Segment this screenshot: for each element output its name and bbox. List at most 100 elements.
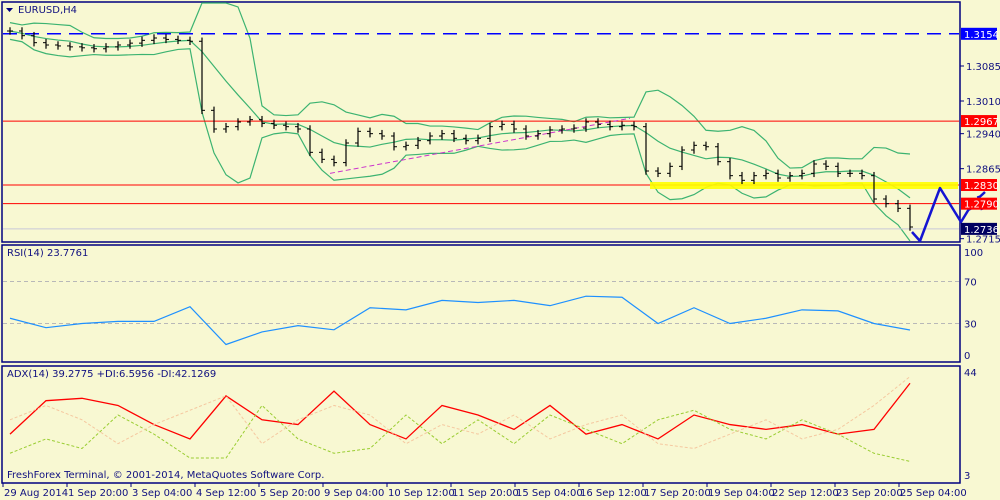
adx-pane[interactable] [1, 365, 961, 484]
ohlc-bar [619, 121, 625, 131]
price-level-tag [961, 27, 997, 40]
ohlc-bar [55, 41, 61, 50]
ohlc-bar [379, 129, 385, 140]
time-tick-label: 23 Sep 20:00 [836, 488, 903, 499]
lower-band [9, 38, 911, 242]
ohlc-bar [739, 171, 745, 185]
time-tick-label: 1 Sep 20:00 [68, 488, 128, 499]
series-di-line [9, 376, 911, 449]
support-zone-highlight [650, 182, 958, 189]
price-tick-label: 1.3010 [966, 97, 1000, 108]
price-level-tag [961, 115, 997, 128]
ohlc-bar [907, 204, 913, 231]
trendline [329, 117, 631, 174]
ohlc-bar [475, 134, 481, 145]
middle-band [9, 30, 911, 199]
ohlc-bar [67, 42, 73, 51]
price-tick-label: 1.2940 [966, 130, 1000, 141]
ohlc-bar [451, 129, 457, 143]
ohlc-bar [19, 27, 25, 40]
ohlc-bar [355, 127, 361, 147]
ohlc-bar [235, 118, 241, 131]
ohlc-bar [607, 120, 613, 131]
ohlc-bar [439, 129, 445, 140]
ohlc-bar [703, 141, 709, 151]
ohlc-bar [91, 44, 97, 53]
current-price-tag [961, 222, 997, 235]
price-level-tag [961, 197, 997, 210]
price-tick-label: 1.2865 [966, 165, 1000, 176]
ohlc-bar [571, 124, 577, 133]
price-tick-label: 1.2715 [966, 235, 1000, 246]
ohlc-bar [199, 37, 205, 115]
ohlc-bar [835, 162, 841, 178]
rsi-tick-label: 0 [964, 351, 970, 362]
ohlc-bar [463, 134, 469, 145]
ohlc-bar [727, 157, 733, 180]
ohlc-bar [331, 155, 337, 167]
ohlc-bar [523, 125, 529, 140]
rsi-title: RSI(14) 23.7761 [7, 248, 88, 259]
ohlc-bar [283, 121, 289, 131]
ohlc-bar [319, 148, 325, 164]
ohlc-bar [499, 120, 505, 131]
price-level-tag [961, 179, 997, 191]
ohlc-bar [667, 162, 673, 178]
price-level-label: 1.2790 [964, 200, 999, 211]
ohlc-bar [259, 115, 265, 128]
ohlc-bar [151, 34, 157, 45]
chart-title: EURUSD,H4 [18, 5, 77, 16]
ohlc-bar [427, 132, 433, 145]
ohlc-bar [547, 126, 553, 138]
time-tick-label: 19 Sep 04:00 [708, 488, 775, 499]
main-pane[interactable] [1, 1, 961, 243]
ohlc-bar [7, 27, 13, 35]
price-level-label: 1.3154 [964, 30, 999, 41]
rsi-line [9, 295, 911, 346]
ohlc-bar [895, 199, 901, 213]
ohlc-bar [715, 143, 721, 166]
ohlc-bar [883, 195, 889, 208]
time-tick-label: 9 Sep 04:00 [324, 488, 384, 499]
ohlc-bar [679, 146, 685, 171]
ohlc-bar [511, 120, 517, 133]
ohlc-bar [691, 141, 697, 154]
ohlc-bar [139, 36, 145, 47]
ohlc-bar [799, 169, 805, 180]
ohlc-bar [631, 121, 637, 131]
adx-tick-label: 3 [964, 471, 970, 482]
ohlc-bar [535, 129, 541, 140]
current-price-label: 1.2736 [964, 225, 999, 236]
series-adx-line [9, 382, 911, 440]
ohlc-bar [775, 169, 781, 182]
ohlc-bar [751, 171, 757, 185]
ohlc-bar [871, 171, 877, 203]
ohlc-bar [127, 39, 133, 49]
ohlc-bar [307, 125, 313, 157]
price-level-label: 1.2830 [964, 181, 999, 192]
price-level-label: 1.2967 [964, 117, 999, 128]
time-tick-label: 16 Sep 12:00 [580, 488, 647, 499]
ohlc-bar [79, 43, 85, 52]
ohlc-bar [103, 43, 109, 53]
ohlc-bar [391, 132, 397, 151]
ohlc-bar [115, 41, 121, 51]
ohlc-bar [403, 141, 409, 151]
ohlc-bar [31, 31, 37, 47]
series-di-line [9, 404, 911, 462]
ohlc-bar [559, 125, 565, 134]
ohlc-bar [811, 160, 817, 178]
time-tick-label: 22 Sep 12:00 [772, 488, 839, 499]
dropdown-triangle-icon[interactable] [6, 8, 13, 12]
ohlc-bar [211, 106, 217, 133]
rsi-tick-label: 70 [964, 278, 977, 289]
ohlc-bar [655, 167, 661, 178]
ohlc-bar [343, 139, 349, 167]
time-tick-label: 17 Sep 20:00 [644, 488, 711, 499]
ohlc-bar [487, 122, 493, 143]
adx-title: ADX(14) 39.2775 +DI:6.5956 -DI:42.1269 [7, 369, 216, 380]
rsi-pane[interactable] [1, 244, 961, 363]
time-tick-label: 4 Sep 12:00 [196, 488, 256, 499]
time-tick-label: 11 Sep 20:00 [452, 488, 519, 499]
